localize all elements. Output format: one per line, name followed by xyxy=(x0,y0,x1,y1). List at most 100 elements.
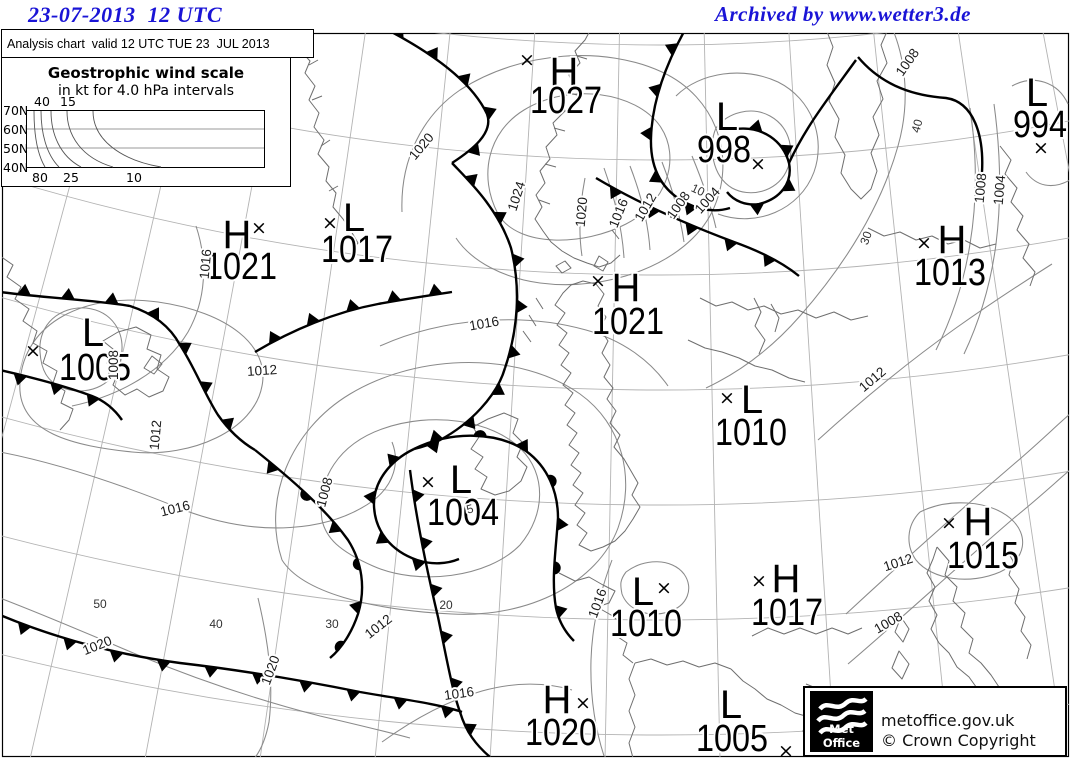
cold-front-triangle xyxy=(782,179,796,192)
coastline xyxy=(470,412,528,496)
pressure-center-letter: H xyxy=(543,678,572,722)
pressure-center-value: 1017 xyxy=(751,592,823,634)
isobar-value-label: 1008 xyxy=(972,172,990,203)
pressure-center-value: 1020 xyxy=(525,712,597,754)
warm-front-semicircle xyxy=(334,640,345,652)
pressure-center-value: 1027 xyxy=(530,80,602,122)
coastline xyxy=(999,145,1036,287)
met-office-waves-icon xyxy=(816,697,868,735)
pressure-center-value: 1004 xyxy=(427,492,499,534)
isobar-value-label: 1016 xyxy=(197,248,215,279)
cold-front-triangle xyxy=(508,345,521,359)
isobar-value-label: 1020 xyxy=(406,130,437,163)
cold-front-triangle xyxy=(346,299,360,312)
cold-front-triangle xyxy=(463,723,477,736)
pressure-center-letter: H xyxy=(772,557,801,601)
isobar-line xyxy=(381,683,573,743)
cold-front-triangle xyxy=(649,170,662,183)
grid-coordinate-label: 20 xyxy=(439,598,453,612)
pressure-center-letter: L xyxy=(343,196,365,240)
front-line xyxy=(451,162,519,369)
pressure-center-letter: L xyxy=(1026,71,1048,115)
meridian-line xyxy=(259,33,366,757)
isobar-line xyxy=(2,598,411,739)
cold-front-triangle xyxy=(251,672,266,685)
isobar-line xyxy=(935,107,976,351)
front-line xyxy=(649,33,731,212)
front-line xyxy=(372,447,460,565)
archive-credit: Archived by www.wetter3.de xyxy=(714,2,971,26)
meridian-line xyxy=(604,33,620,757)
cold-front-triangle xyxy=(684,202,698,216)
pressure-center-letter: L xyxy=(720,683,742,727)
pressure-center-value: 1005 xyxy=(59,347,131,389)
wind-scale-lat-70n: 70N xyxy=(3,103,29,118)
wind-scale-bottom-10: 10 xyxy=(126,170,142,185)
analysis-chart-caption-box: Analysis chart valid 12 UTC TUE 23 JUL 2… xyxy=(1,29,314,58)
pressure-center-value: 1021 xyxy=(592,301,664,343)
coastline xyxy=(298,33,359,251)
cold-front-triangle xyxy=(86,393,100,407)
coastline xyxy=(143,355,163,375)
cold-front-triangle xyxy=(18,622,32,635)
cold-front-triangle xyxy=(147,307,159,321)
pressure-center-value: 1021 xyxy=(205,246,277,288)
cold-front-triangle xyxy=(13,373,28,386)
pressure-center-cross-mark: × xyxy=(751,570,767,592)
front-line xyxy=(254,290,453,354)
pressure-center-cross-mark: × xyxy=(575,692,591,714)
cold-front-triangle xyxy=(493,211,507,224)
coastline xyxy=(522,229,620,343)
cold-front-triangle xyxy=(299,680,313,693)
pressure-center-letter: L xyxy=(632,570,654,614)
isobar-value-label: 1012 xyxy=(147,419,165,450)
cold-front-triangle xyxy=(387,453,400,467)
pressure-center-cross-mark: × xyxy=(519,49,535,71)
cold-front-triangle xyxy=(780,144,794,157)
pressure-center-cross-mark: × xyxy=(778,740,794,759)
pressure-center-value: 998 xyxy=(697,129,751,171)
grid-coordinate-label: 30 xyxy=(857,229,875,247)
coastline xyxy=(2,256,74,431)
isobar-value-label: 1016 xyxy=(443,684,475,703)
wind-scale-bottom-80: 80 xyxy=(32,170,48,185)
map-frame xyxy=(1,32,1070,758)
isobar-line xyxy=(847,470,1069,665)
isobar-value-label: 1012 xyxy=(631,190,659,224)
isobar-line xyxy=(401,55,724,286)
isobar-line xyxy=(19,299,264,454)
cold-front-triangle xyxy=(60,288,75,300)
meridian-line xyxy=(873,33,951,757)
warm-front-semicircle xyxy=(300,489,312,501)
meridian-line xyxy=(489,33,536,757)
met-office-logo-label: Met Office xyxy=(822,722,861,750)
cold-front-triangle xyxy=(464,174,478,187)
pressure-center-letter: L xyxy=(716,95,738,139)
cold-front-triangle xyxy=(328,520,342,534)
cold-front-triangle xyxy=(763,253,776,267)
cold-front-triangle xyxy=(204,666,219,678)
pressure-center-letter: L xyxy=(82,311,104,355)
cold-front-triangle xyxy=(554,605,568,619)
pressure-center-cross-mark: × xyxy=(251,217,267,239)
isobar-line xyxy=(590,559,613,757)
met-office-logo: Met Office xyxy=(810,691,873,752)
pressure-center-value: 1010 xyxy=(610,603,682,645)
warm-front-semicircle xyxy=(352,557,361,571)
coastline xyxy=(891,616,910,680)
isobar-line xyxy=(620,561,690,615)
warm-front-semicircle xyxy=(547,474,557,488)
isobar-value-label: 1016 xyxy=(468,313,500,333)
isobar-line xyxy=(1011,79,1069,105)
isobar-line xyxy=(487,93,671,241)
front-line xyxy=(254,449,364,659)
isobar-value-label: 1020 xyxy=(258,653,282,686)
pressure-center-value: 1005 xyxy=(696,718,768,759)
isobar-line xyxy=(275,361,627,615)
pressure-center-cross-mark: × xyxy=(656,577,672,599)
